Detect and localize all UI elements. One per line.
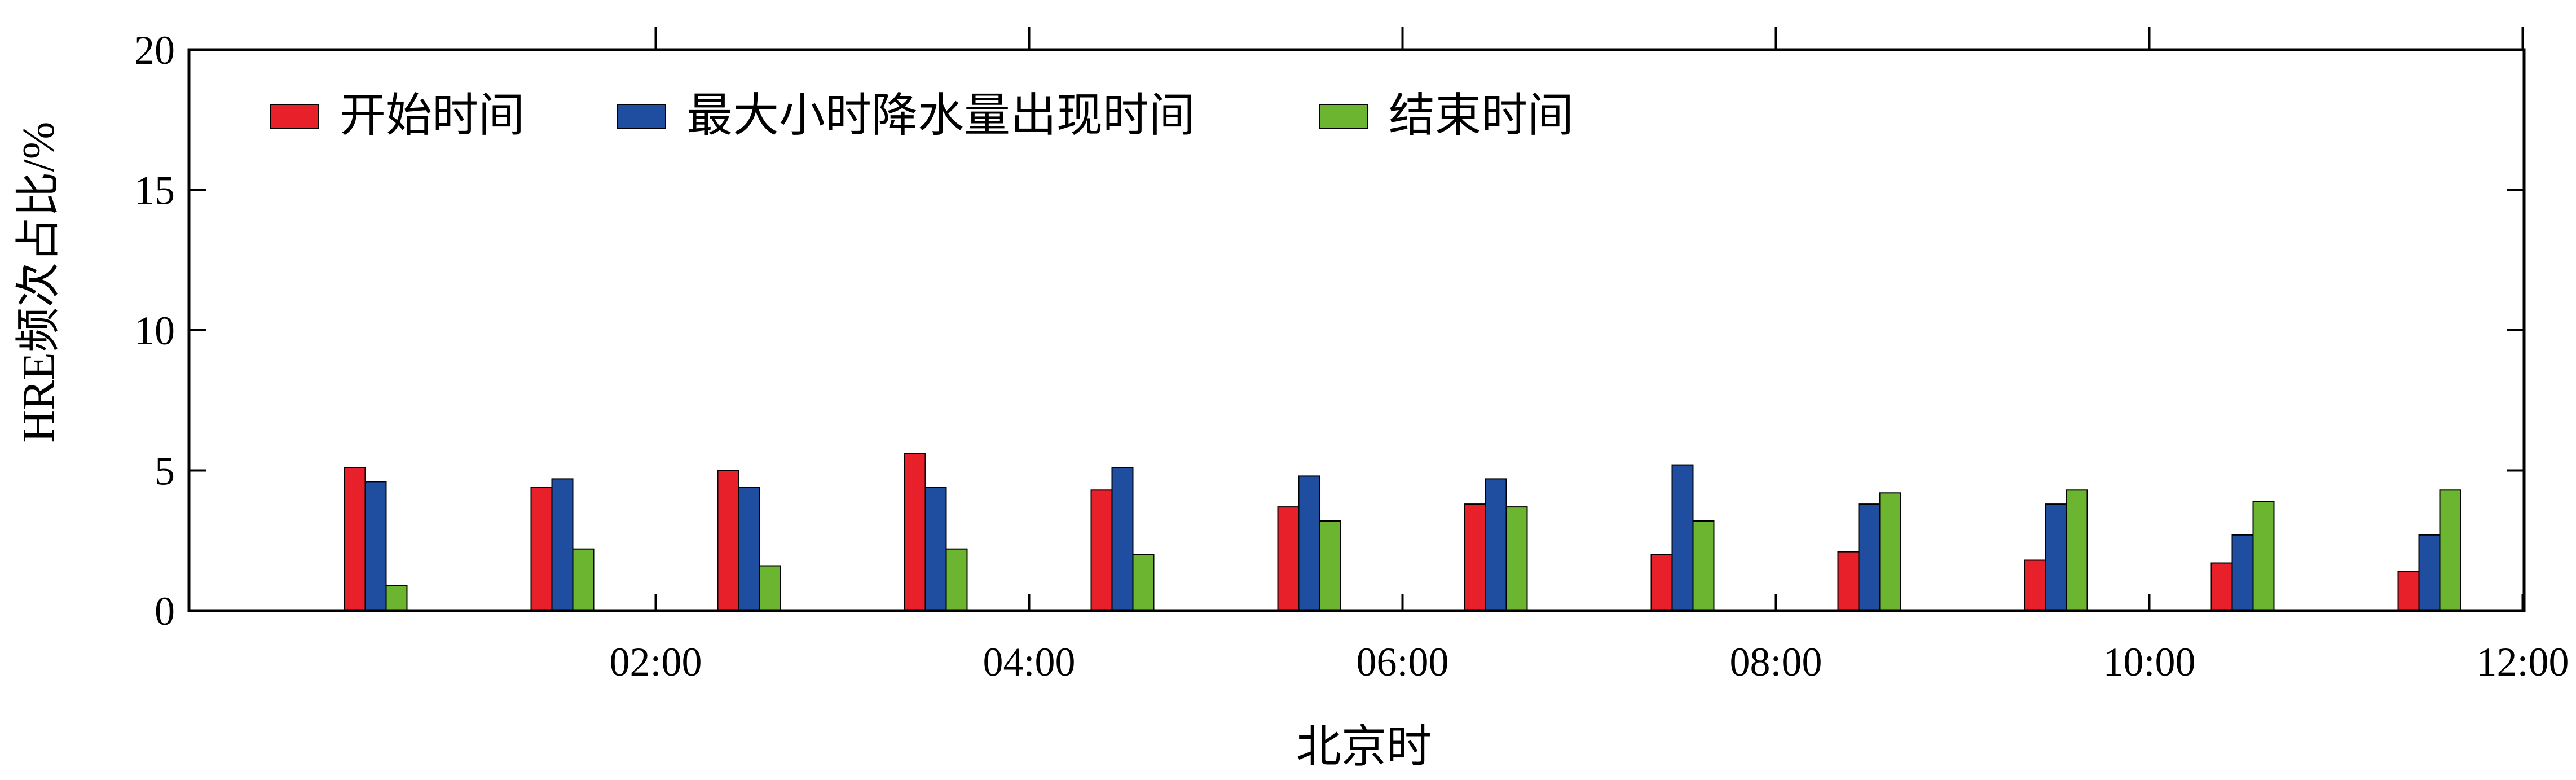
- bar-series-2-hour-10: [2045, 503, 2067, 611]
- y-tick-label: 15: [134, 168, 175, 213]
- bar-series-2-hour-2: [551, 478, 574, 612]
- bar-series-1-hour-7: [1464, 503, 1486, 611]
- bar-series-3-hour-3: [759, 565, 781, 611]
- bar-series-3-hour-6: [1319, 520, 1341, 611]
- y-axis-title: HRE频次占比/%: [14, 122, 64, 443]
- legend: 开始时间 最大小时降水量出现时间 结束时间: [270, 90, 1574, 141]
- y-tick-label: 0: [155, 589, 175, 634]
- bar-series-1-hour-9: [1837, 551, 1860, 611]
- bar-series-1-hour-5: [1090, 489, 1113, 611]
- legend-swatch-1: [270, 104, 319, 129]
- bar-series-3-hour-11: [2252, 501, 2275, 612]
- bar-series-3-hour-1: [385, 585, 408, 612]
- bar-series-3-hour-9: [1879, 492, 1901, 611]
- bar-series-2-hour-3: [738, 487, 760, 611]
- ticks-layer: 0510152002:0004:0006:0008:0010:0012:0014…: [134, 27, 2569, 685]
- x-tick-label: 08:00: [1729, 639, 1822, 685]
- bar-series-3-hour-5: [1132, 554, 1155, 611]
- y-tick-label: 20: [134, 28, 175, 73]
- x-tick-label: 06:00: [1356, 639, 1448, 685]
- legend-swatch-3: [1319, 104, 1368, 129]
- bar-series-2-hour-8: [1671, 464, 1694, 611]
- legend-swatch-2: [617, 104, 666, 129]
- bar-series-2-hour-9: [1858, 503, 1881, 611]
- bar-series-2-hour-5: [1111, 467, 1134, 611]
- bar-series-1-hour-10: [2024, 559, 2046, 611]
- bar-series-3-hour-8: [1692, 520, 1715, 611]
- bar-series-2-hour-7: [1485, 478, 1507, 612]
- bars-layer: [344, 453, 2461, 612]
- legend-label-1: 开始时间: [340, 90, 525, 141]
- x-tick-label: 02:00: [609, 639, 702, 685]
- bar-series-1-hour-8: [1650, 554, 1673, 611]
- x-tick-label: 04:00: [983, 639, 1075, 685]
- bar-series-2-hour-6: [1298, 475, 1320, 612]
- x-tick-label: 10:00: [2103, 639, 2195, 685]
- y-tick-label: 5: [155, 449, 175, 494]
- legend-label-3: 结束时间: [1389, 90, 1574, 141]
- bar-series-1-hour-12: [2397, 571, 2420, 612]
- bar-series-1-hour-1: [344, 467, 366, 611]
- bar-series-2-hour-12: [2418, 534, 2441, 611]
- bar-series-3-hour-10: [2066, 489, 2088, 611]
- bar-series-1-hour-4: [904, 453, 926, 611]
- legend-label-2: 最大小时降水量出现时间: [686, 90, 1195, 141]
- bar-series-1-hour-3: [717, 470, 739, 611]
- bar-series-1-hour-11: [2210, 562, 2233, 611]
- bar-series-2-hour-11: [2231, 534, 2254, 611]
- bar-series-1-hour-2: [530, 487, 553, 611]
- bar-series-1-hour-6: [1277, 506, 1300, 611]
- bar-series-3-hour-4: [945, 548, 968, 612]
- y-tick-label: 10: [134, 308, 175, 353]
- x-tick-label: 12:00: [2476, 639, 2569, 685]
- bar-series-3-hour-2: [572, 548, 595, 612]
- bar-series-2-hour-1: [364, 481, 387, 612]
- bar-series-3-hour-7: [1505, 506, 1528, 611]
- x-axis-title: 北京时: [1296, 722, 1432, 772]
- bar-series-3-hour-12: [2439, 489, 2461, 611]
- bar-series-2-hour-4: [924, 487, 947, 611]
